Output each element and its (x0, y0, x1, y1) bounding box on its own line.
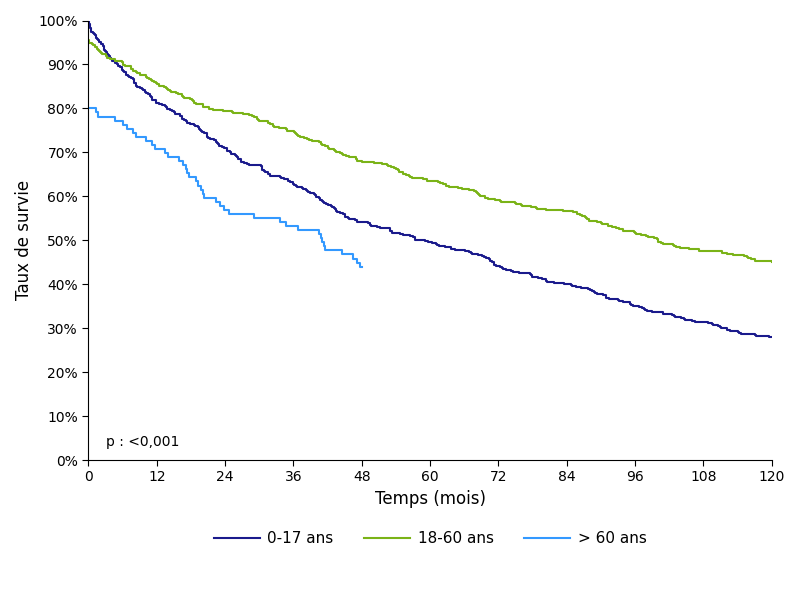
0-17 ans (154, 100, 164, 107)
18-60 ans (178, 94, 187, 101)
18-60 ans (228, 109, 238, 116)
0-17 ans (421, 238, 430, 245)
> 60 ans (191, 174, 201, 181)
0-17 ans (176, 112, 186, 119)
> 60 ans (249, 214, 258, 221)
0-17 ans (84, 17, 94, 24)
Legend: 0-17 ans, 18-60 ans, > 60 ans: 0-17 ans, 18-60 ans, > 60 ans (208, 525, 653, 552)
18-60 ans (767, 259, 777, 266)
Text: p : <0,001: p : <0,001 (106, 435, 179, 449)
> 60 ans (321, 247, 330, 254)
Y-axis label: Taux de survie: Taux de survie (15, 180, 33, 301)
Line: 0-17 ans: 0-17 ans (89, 20, 772, 337)
> 60 ans (357, 263, 366, 270)
X-axis label: Temps (mois): Temps (mois) (374, 490, 486, 508)
0-17 ans (147, 95, 157, 102)
0-17 ans (767, 334, 777, 341)
18-60 ans (142, 73, 152, 80)
> 60 ans (355, 263, 365, 270)
18-60 ans (93, 45, 102, 52)
18-60 ans (149, 78, 158, 85)
Line: > 60 ans: > 60 ans (89, 109, 362, 266)
0-17 ans (206, 134, 215, 142)
18-60 ans (84, 37, 94, 44)
0-17 ans (175, 110, 185, 118)
> 60 ans (225, 206, 234, 214)
Line: 18-60 ans: 18-60 ans (89, 40, 772, 262)
18-60 ans (767, 259, 777, 266)
> 60 ans (216, 198, 226, 205)
> 60 ans (216, 202, 226, 209)
18-60 ans (580, 212, 590, 219)
0-17 ans (764, 334, 774, 341)
> 60 ans (84, 105, 94, 112)
